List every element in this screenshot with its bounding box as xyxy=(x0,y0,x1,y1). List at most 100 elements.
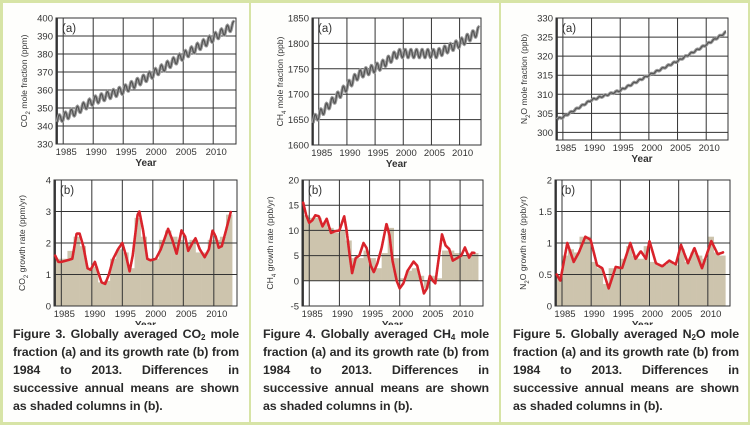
annual-mean-column xyxy=(315,217,322,281)
panel-b-ch4: -5 0 5 10 15 20 1985 1990 1995 2000 2005 2010 (b) Yea… xyxy=(265,176,484,325)
annual-mean-column xyxy=(562,255,569,306)
caption-text: mole fraction (a) and its growth rate (b… xyxy=(263,327,489,413)
x-tick-label: 2005 xyxy=(671,309,692,320)
x-tick-label: 2005 xyxy=(176,309,197,320)
annual-mean-column xyxy=(128,268,135,306)
annual-mean-column xyxy=(696,255,703,306)
y-tick-label: 1750 xyxy=(288,64,309,75)
annual-mean-column xyxy=(140,236,148,306)
caption-text: Figure 4. Globally averaged CH xyxy=(263,327,451,341)
y-tick-label: 1600 xyxy=(288,141,309,152)
annual-mean-column xyxy=(333,232,340,281)
annual-mean-column xyxy=(435,278,443,281)
annual-mean-column xyxy=(213,239,221,306)
y-axis-label: CO2 mole fraction (ppm) xyxy=(19,35,32,128)
y-tick-label: 1.5 xyxy=(539,207,552,218)
growth-rate-curve xyxy=(301,201,477,295)
y-axis-label-text: CH xyxy=(275,114,285,126)
annual-mean-column xyxy=(122,252,129,306)
y-axis-label-subscript: 2 xyxy=(526,114,532,118)
x-tick-label: 1985 xyxy=(554,309,575,320)
x-tick-label: 2005 xyxy=(670,143,691,154)
x-tick-label: 2000 xyxy=(641,143,662,154)
y-tick-label: 325 xyxy=(537,33,553,44)
annual-mean-column xyxy=(441,250,449,281)
y-tick-label: 370 xyxy=(37,68,53,79)
y-axis-label-text: CO xyxy=(19,114,29,127)
annual-mean-column xyxy=(411,268,419,281)
annual-mean-column xyxy=(97,282,105,306)
caption-text: Figure 5. Globally averaged N xyxy=(513,327,692,341)
x-tick-label: 1985 xyxy=(311,148,332,159)
y-axis-label: CH4 growth rate (ppb/yr) xyxy=(265,196,278,289)
y-tick-label: 2 xyxy=(547,176,552,187)
annual-mean-column xyxy=(460,255,467,281)
annual-mean-column xyxy=(684,261,691,306)
annual-mean-column xyxy=(448,250,455,281)
annual-mean-column xyxy=(608,268,615,306)
x-tick-label: 2005 xyxy=(424,148,445,159)
annual-mean-column xyxy=(104,280,111,306)
x-tick-label: 2010 xyxy=(452,148,473,159)
annual-mean-column xyxy=(91,266,99,306)
y-tick-label: 320 xyxy=(537,52,553,63)
annual-mean-column xyxy=(678,249,685,306)
y-tick-label: 0 xyxy=(46,302,51,313)
caption-text: O mole fraction (a) and its growth rate … xyxy=(513,327,739,413)
annual-mean-column xyxy=(620,258,627,306)
annual-mean-column xyxy=(357,258,364,281)
panel-tag: (a) xyxy=(62,23,76,35)
caption-subscript: 2 xyxy=(200,333,206,342)
y-tick-label: 0.5 xyxy=(539,270,552,281)
panel-tag: (b) xyxy=(308,185,322,197)
x-tick-label: 1990 xyxy=(332,309,353,320)
annual-mean-column xyxy=(567,249,574,306)
y-tick-label: 1800 xyxy=(288,39,309,50)
annual-mean-column xyxy=(195,252,202,306)
annual-mean-column xyxy=(201,252,209,306)
annual-mean-column xyxy=(661,265,668,306)
panel-tag: (a) xyxy=(318,23,332,35)
y-tick-label: 1 xyxy=(46,270,51,281)
x-tick-label: 2010 xyxy=(206,309,227,320)
annual-mean-column xyxy=(454,253,461,281)
x-tick-label: 1990 xyxy=(584,309,605,320)
annual-mean-column xyxy=(158,239,166,306)
annual-mean-column xyxy=(189,239,196,306)
figure-3-co2-panel: 330 340 350 360 370 380 390 400 1985 1990 1995 2000… xyxy=(3,3,253,425)
y-tick-label: 10 xyxy=(288,226,299,237)
annual-mean-column xyxy=(303,215,310,281)
x-axis-label: Year xyxy=(632,320,653,325)
y-tick-label: 0 xyxy=(547,302,552,313)
growth-rate-curve xyxy=(555,235,725,290)
annual-mean-column xyxy=(591,261,598,306)
x-axis-label: Year xyxy=(135,158,156,169)
annual-mean-column xyxy=(226,214,233,306)
y-axis-label: CO2 growth rate (ppm/yr) xyxy=(17,195,30,291)
annual-mean-column xyxy=(375,268,382,281)
y-tick-label: 5 xyxy=(294,251,299,262)
panel-divider xyxy=(249,3,251,425)
annual-mean-column xyxy=(655,265,662,306)
x-tick-label: 1995 xyxy=(116,147,137,158)
plot-frame xyxy=(53,179,238,307)
annual-mean-column xyxy=(626,246,633,306)
mole-fraction-line xyxy=(556,31,727,120)
y-tick-label: 310 xyxy=(537,90,553,101)
caption-text: mole fraction (a) and its growth rate (b… xyxy=(13,327,239,413)
x-tick-label: 1985 xyxy=(555,143,576,154)
plot-frame xyxy=(301,179,484,307)
caption-text: Figure 3. Globally averaged CO xyxy=(13,327,201,341)
annual-mean-column xyxy=(579,236,586,306)
annual-mean-column xyxy=(702,258,709,306)
annual-mean-column xyxy=(61,258,68,306)
y-axis-label-text: growth rate (ppm/yr) xyxy=(17,195,27,275)
y-axis-label-text: mole fraction (ppb) xyxy=(275,36,285,110)
y-axis-label-subscript: 4 xyxy=(272,273,278,277)
annual-mean-column xyxy=(637,258,644,306)
y-tick-label: 390 xyxy=(37,32,53,43)
annual-mean-column xyxy=(690,252,697,306)
annual-mean-column xyxy=(556,274,563,306)
figure-5-caption: Figure 5. Globally averaged N2O mole fra… xyxy=(513,325,739,415)
plot-area xyxy=(312,18,481,145)
